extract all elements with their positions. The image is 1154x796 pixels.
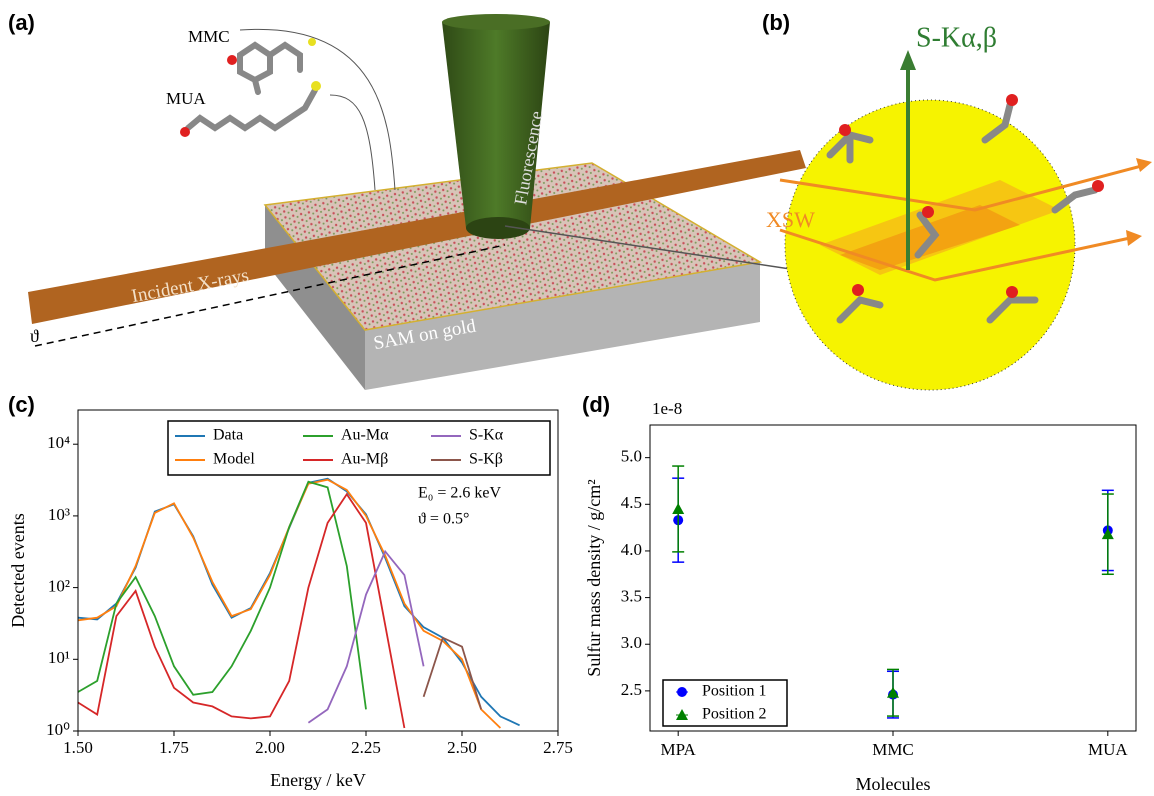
y-tick-label: 5.0 bbox=[621, 447, 642, 466]
legend-marker bbox=[677, 687, 687, 697]
legend-label: S-Kα bbox=[469, 427, 504, 444]
series-line bbox=[78, 482, 366, 710]
molecule-label: MUA bbox=[166, 89, 206, 108]
x-tick-label: 1.75 bbox=[159, 738, 189, 757]
y-offset-label: 1e-8 bbox=[652, 399, 682, 418]
atom bbox=[311, 81, 321, 91]
annotation: E₀ = 2.6 keV bbox=[418, 485, 501, 502]
legend-label: Model bbox=[213, 451, 255, 468]
y-tick-label: 2.5 bbox=[621, 680, 642, 699]
panel-label: (d) bbox=[582, 392, 610, 417]
figure: (a) (b) (c) (d) MMC MUA Fluorescence Inc… bbox=[0, 0, 1154, 796]
legend-label: Au-Mβ bbox=[341, 451, 388, 468]
x-tick-label: 2.50 bbox=[447, 738, 477, 757]
series-line bbox=[308, 551, 423, 722]
arrow-head bbox=[1136, 158, 1152, 172]
angle-label: ϑ bbox=[30, 326, 39, 346]
y-tick-label: 10² bbox=[48, 577, 70, 596]
series-line bbox=[424, 638, 482, 710]
y-axis-label: Detected events bbox=[8, 513, 28, 627]
panel-label: (a) bbox=[8, 10, 35, 35]
pointer bbox=[330, 95, 375, 190]
series-line bbox=[78, 494, 404, 728]
x-tick-label: 2.00 bbox=[255, 738, 285, 757]
y-tick-label: 4.5 bbox=[621, 493, 642, 512]
y-tick-label: 4.0 bbox=[621, 540, 642, 559]
x-axis-label: Energy / keV bbox=[270, 770, 366, 790]
y-tick-label: 10³ bbox=[48, 505, 70, 524]
legend-label: Position 2 bbox=[702, 706, 766, 723]
legend-label: Position 1 bbox=[702, 683, 766, 700]
x-tick-label: MPA bbox=[661, 740, 697, 759]
molecule-label: MMC bbox=[188, 27, 230, 46]
atom bbox=[308, 38, 316, 46]
molecule-mua bbox=[188, 90, 315, 128]
y-tick-label: 10⁰ bbox=[46, 720, 70, 739]
y-tick-label: 3.5 bbox=[621, 586, 642, 605]
y-tick-label: 10¹ bbox=[48, 648, 70, 667]
annotation: ϑ = 0.5° bbox=[418, 511, 469, 528]
arrow-head bbox=[900, 50, 916, 70]
y-axis-label: Sulfur mass density / g/cm² bbox=[584, 479, 604, 676]
y-tick-label: 10⁴ bbox=[47, 433, 70, 452]
x-tick-label: MMC bbox=[872, 740, 914, 759]
x-tick-label: MUA bbox=[1088, 740, 1128, 759]
xsw-label: XSW bbox=[766, 207, 815, 232]
atom bbox=[227, 55, 237, 65]
molecule-mmc bbox=[240, 45, 300, 92]
x-tick-label: 2.75 bbox=[543, 738, 573, 757]
x-tick-label: 1.50 bbox=[63, 738, 93, 757]
panel-label: (c) bbox=[8, 392, 35, 417]
x-tick-label: 2.25 bbox=[351, 738, 381, 757]
panel-label: (b) bbox=[762, 10, 790, 35]
x-axis-label: Molecules bbox=[856, 774, 931, 794]
chart-c: 1.50 1.75 2.00 2.25 2.50 2.75 10⁰ 10¹ 10² 10³ 10⁴ D… bbox=[8, 410, 573, 790]
arrow-head bbox=[1126, 230, 1142, 246]
legend-label: Au-Mα bbox=[341, 427, 389, 444]
cone-top bbox=[442, 14, 550, 30]
marker bbox=[672, 503, 684, 514]
illustration-b: S-Kα,β XSW bbox=[766, 22, 1152, 390]
atom bbox=[180, 127, 190, 137]
emission-label: S-Kα,β bbox=[916, 22, 997, 53]
chart-d: 2.5 3.0 3.5 4.0 4.5 5.0 MPA MMC MUA 1e-8 Position … bbox=[584, 399, 1136, 794]
legend-label: S-Kβ bbox=[469, 451, 503, 468]
legend-label: Data bbox=[213, 427, 243, 444]
y-tick-label: 3.0 bbox=[621, 633, 642, 652]
